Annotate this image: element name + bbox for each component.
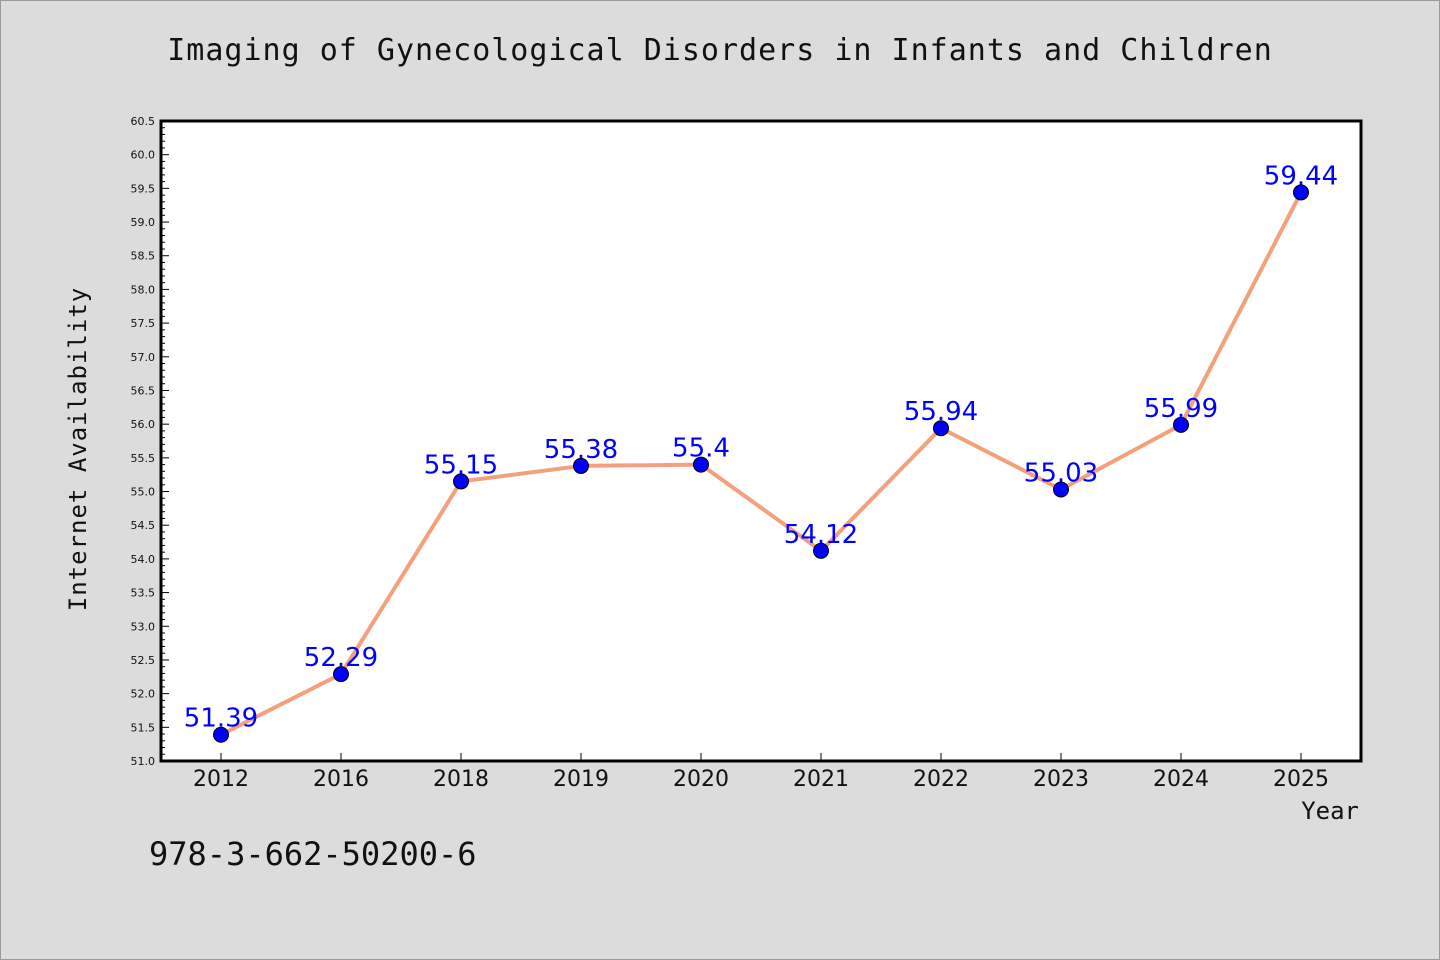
y-tick-label: 60.0 bbox=[131, 149, 156, 162]
plot-area bbox=[159, 119, 1363, 763]
data-label: 59.44 bbox=[1264, 161, 1338, 191]
data-label: 55.03 bbox=[1024, 459, 1098, 489]
x-tick-label: 2016 bbox=[313, 767, 369, 792]
data-label: 55.38 bbox=[544, 435, 618, 465]
x-tick-label: 2020 bbox=[673, 767, 729, 792]
x-tick-label: 2024 bbox=[1153, 767, 1209, 792]
y-tick-label: 51.5 bbox=[131, 721, 156, 734]
data-label: 54.12 bbox=[784, 520, 858, 550]
y-tick-label: 59.0 bbox=[131, 216, 156, 229]
data-point bbox=[213, 726, 229, 743]
data-label: 51.39 bbox=[184, 704, 258, 734]
data-point bbox=[453, 473, 469, 490]
y-tick-label: 54.0 bbox=[131, 553, 156, 566]
x-axis-label: Year bbox=[1301, 797, 1359, 825]
y-tick-label: 54.5 bbox=[131, 519, 156, 532]
y-tick-label: 58.5 bbox=[131, 250, 156, 263]
data-label: 55.99 bbox=[1144, 394, 1218, 424]
x-tick-label: 2025 bbox=[1273, 767, 1329, 792]
y-tick-label: 55.0 bbox=[131, 486, 156, 499]
x-tick-label: 2019 bbox=[553, 767, 609, 792]
y-tick-label: 52.5 bbox=[131, 654, 156, 667]
data-point bbox=[813, 542, 829, 559]
y-tick-label: 57.5 bbox=[131, 317, 156, 330]
y-tick-label: 55.5 bbox=[131, 452, 156, 465]
data-label: 52.29 bbox=[304, 643, 378, 673]
y-tick-label: 57.0 bbox=[131, 351, 156, 364]
y-tick-label: 51.0 bbox=[131, 755, 156, 768]
data-label: 55.4 bbox=[672, 434, 730, 464]
x-tick-label: 2022 bbox=[913, 767, 969, 792]
y-tick-label: 59.5 bbox=[131, 182, 156, 195]
y-tick-label: 58.0 bbox=[131, 283, 156, 296]
x-tick-label: 2012 bbox=[193, 767, 249, 792]
y-tick-label: 53.0 bbox=[131, 620, 156, 633]
data-point bbox=[1293, 184, 1309, 201]
isbn-footnote: 978-3-662-50200-6 bbox=[149, 835, 477, 873]
data-label: 55.15 bbox=[424, 450, 498, 480]
x-tick-label: 2018 bbox=[433, 767, 489, 792]
y-tick-label: 53.5 bbox=[131, 587, 156, 600]
chart-title: Imaging of Gynecological Disorders in In… bbox=[167, 33, 1273, 68]
y-tick-label: 60.5 bbox=[131, 115, 156, 128]
data-point bbox=[1053, 481, 1069, 498]
data-point bbox=[573, 457, 589, 474]
series-line bbox=[220, 191, 1303, 737]
x-tick-label: 2021 bbox=[793, 767, 849, 792]
y-tick-label: 56.5 bbox=[131, 384, 156, 397]
y-tick-label: 56.0 bbox=[131, 418, 156, 431]
data-point bbox=[933, 420, 949, 437]
data-point bbox=[333, 666, 349, 683]
x-tick-label: 2023 bbox=[1033, 767, 1089, 792]
data-label: 55.94 bbox=[904, 397, 978, 427]
data-point bbox=[693, 456, 709, 473]
y-tick-label: 52.0 bbox=[131, 688, 156, 701]
data-point bbox=[1173, 416, 1189, 433]
